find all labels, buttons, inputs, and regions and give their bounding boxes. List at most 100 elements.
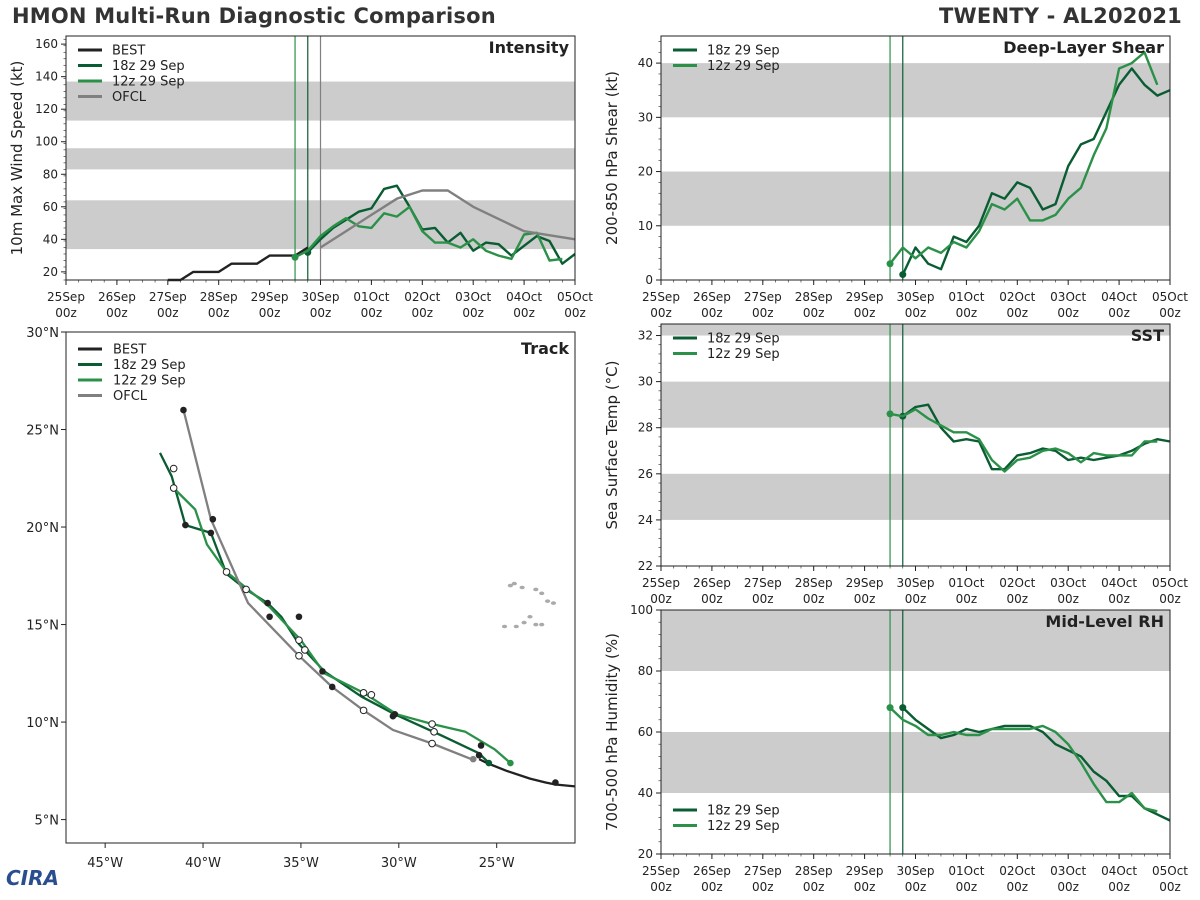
sst-panel — [656, 323, 1171, 571]
track-island — [519, 585, 525, 590]
rh-panel — [656, 609, 1171, 859]
sst-xtick-label-day: 26Sep — [693, 576, 731, 590]
sst-xtick-label-day: 02Oct — [999, 576, 1035, 590]
shear-panel — [656, 35, 1171, 285]
intensity-xtick-label-hour: 00z — [412, 306, 434, 320]
track-position-marker — [475, 751, 483, 759]
intensity-xtick-label-day: 30Sep — [302, 290, 340, 304]
shear-xtick-label-hour: 00z — [854, 306, 876, 320]
sst-xtick-label-day: 30Sep — [897, 576, 935, 590]
sst-ytick-label: 28 — [638, 421, 653, 435]
intensity-ytick-label: 100 — [35, 135, 58, 149]
track-position-marker — [209, 515, 217, 523]
rh-band — [661, 610, 1170, 671]
sst-xtick-label-day: 27Sep — [744, 576, 782, 590]
shear-ytick-label: 0 — [645, 273, 653, 287]
intensity-xtick-label-day: 25Sep — [47, 290, 85, 304]
track-xtick-label: 35°W — [283, 856, 319, 871]
shear-series-start-marker — [899, 271, 907, 279]
sst-legend-label: 18z 29 Sep — [707, 332, 780, 347]
track-island — [513, 624, 519, 629]
sst-xtick-label-day: 01Oct — [948, 576, 984, 590]
track-island — [501, 624, 508, 629]
rh-legend-label: 18z 29 Sep — [707, 804, 780, 819]
rh-xtick-label-hour: 00z — [1108, 880, 1130, 894]
track-series-12z-29-sep — [174, 489, 512, 764]
shear-ytick-label: 30 — [638, 110, 653, 124]
shear-xtick-label-day: 03Oct — [1050, 290, 1086, 304]
rh-xtick-label-day: 28Sep — [795, 864, 833, 878]
intensity-ytick-label: 20 — [43, 265, 58, 279]
rh-xtick-label-day: 26Sep — [693, 864, 731, 878]
track-position-marker — [389, 712, 397, 720]
shear-ylabel: 200-850 hPa Shear (kt) — [603, 71, 621, 245]
track-position-marker — [266, 613, 273, 621]
track-panel-title: Track — [521, 339, 569, 358]
track-position-marker-open — [428, 739, 436, 748]
intensity-series-start-marker — [291, 253, 299, 261]
rh-series-18z-29-sep — [901, 706, 1171, 822]
shear-xtick-label-hour: 00z — [1159, 306, 1181, 320]
sst-xtick-label-hour: 00z — [701, 592, 723, 606]
track-island — [539, 591, 545, 596]
sst-band — [661, 473, 1170, 520]
track-xtick-label: 30°W — [381, 856, 417, 871]
intensity-xtick-label-hour: 00z — [259, 306, 281, 320]
sst-ytick-label: 24 — [638, 513, 653, 527]
sst-xtick-label-hour: 00z — [752, 592, 774, 606]
track-position-marker-open — [367, 690, 376, 699]
rh-xtick-label-day: 05Oct — [1152, 864, 1188, 878]
track-position-marker — [295, 613, 303, 621]
track-ytick-label: 10°N — [26, 716, 59, 731]
rh-xtick-label-hour: 00z — [701, 880, 723, 894]
rh-panel-title: Mid-Level RH — [1045, 612, 1164, 631]
rh-legend-label: 12z 29 Sep — [707, 819, 780, 834]
rh-xtick-label-day: 03Oct — [1050, 864, 1086, 878]
intensity-legend-label: 18z 29 Sep — [112, 59, 185, 74]
sst-xtick-label-hour: 00z — [1159, 592, 1181, 606]
shear-legend-label: 12z 29 Sep — [707, 59, 780, 74]
shear-xtick-label-day: 25Sep — [642, 290, 680, 304]
track-island — [544, 599, 551, 603]
track-island — [507, 583, 513, 588]
intensity-ytick-label: 80 — [43, 167, 58, 181]
rh-xtick-label-hour: 00z — [854, 880, 876, 894]
shear-xtick-label-day: 27Sep — [744, 290, 782, 304]
shear-xtick-label-day: 30Sep — [897, 290, 935, 304]
shear-series-start-marker — [886, 260, 894, 268]
track-position-marker — [469, 755, 477, 763]
intensity-ylabel: 10m Max Wind Speed (kt) — [8, 61, 26, 256]
sst-xtick-label-hour: 00z — [905, 592, 927, 606]
track-island — [533, 622, 539, 627]
intensity-legend-label: 12z 29 Sep — [112, 75, 185, 90]
intensity-series-best — [167, 246, 309, 282]
intensity-xtick-label-hour: 00z — [157, 306, 179, 320]
track-series-18z-29-sep — [158, 452, 490, 764]
shear-xtick-label-day: 26Sep — [693, 290, 731, 304]
intensity-xtick-label-day: 26Sep — [98, 290, 136, 304]
intensity-xtick-label-day: 05Oct — [557, 290, 593, 304]
rh-series-12z-29-sep — [889, 706, 1158, 813]
shear-xtick-label-hour: 00z — [1057, 306, 1079, 320]
track-legend-label: OFCL — [113, 389, 148, 404]
track-position-marker-open — [169, 464, 178, 473]
intensity-xtick-label-hour: 00z — [462, 306, 484, 320]
intensity-series-ofcl — [319, 189, 576, 249]
shear-band — [661, 171, 1170, 226]
intensity-panel-title: Intensity — [489, 38, 570, 57]
rh-xtick-label-hour: 00z — [752, 880, 774, 894]
shear-xtick-label-hour: 00z — [650, 306, 672, 320]
sst-ytick-label: 32 — [638, 329, 653, 343]
sst-xtick-label-hour: 00z — [1108, 592, 1130, 606]
figure-title-right: TWENTY - AL202021 — [939, 4, 1182, 28]
shear-series-12z-29-sep — [889, 51, 1159, 265]
track-ytick-label: 20°N — [26, 521, 59, 536]
rh-xtick-label-day: 02Oct — [999, 864, 1035, 878]
track-position-marker-open — [428, 720, 436, 728]
track-ytick-label: 30°N — [26, 326, 59, 341]
intensity-xtick-label-day: 01Oct — [353, 290, 389, 304]
sst-xtick-label-day: 04Oct — [1101, 576, 1137, 590]
track-position-marker — [182, 521, 189, 529]
intensity-xtick-label-day: 03Oct — [455, 290, 491, 304]
